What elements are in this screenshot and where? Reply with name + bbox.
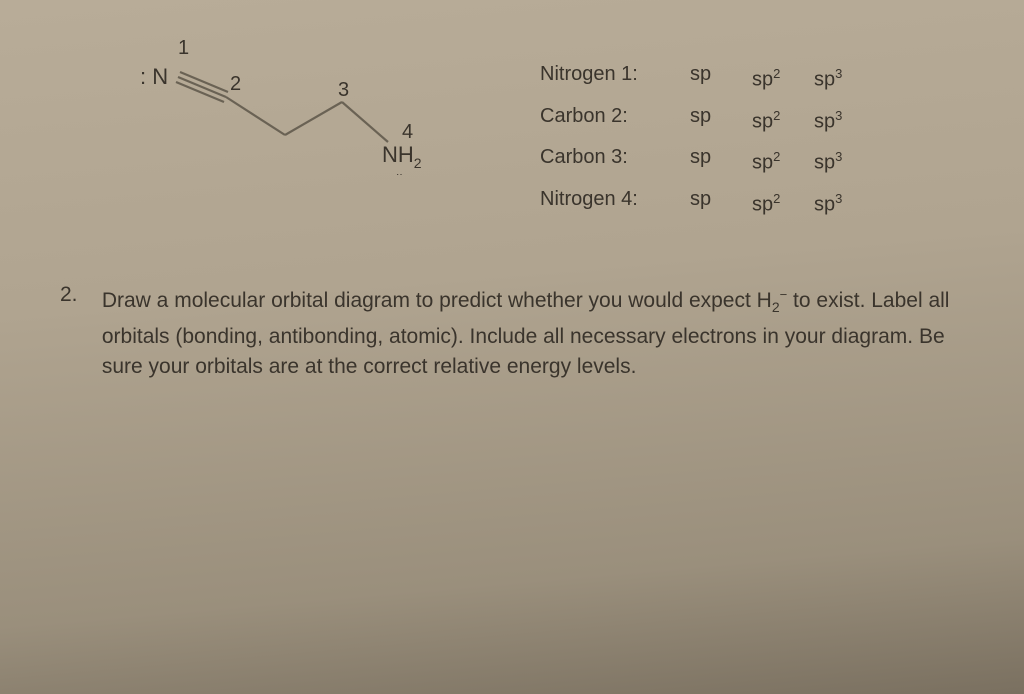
option-sp[interactable]: sp bbox=[690, 183, 752, 221]
triple-bond bbox=[176, 72, 228, 102]
question-number: 2. bbox=[60, 280, 96, 310]
question-2: 2. Draw a molecular orbital diagram to p… bbox=[60, 280, 960, 382]
single-bonds bbox=[226, 97, 388, 142]
atom-number-1: 1 bbox=[178, 37, 189, 59]
option-sp3[interactable]: sp3 bbox=[814, 58, 876, 96]
q2-sub: 2 bbox=[772, 299, 780, 315]
option-sp2[interactable]: sp2 bbox=[752, 141, 814, 179]
worksheet-page: 1 : N 2 3 4 NH2 ‥ bbox=[0, 0, 1024, 694]
atom-number-2: 2 bbox=[230, 73, 241, 95]
atom-number-3: 3 bbox=[338, 79, 349, 101]
atom-number-4: 4 bbox=[402, 121, 413, 143]
option-row-c3: Carbon 3: sp sp2 sp3 bbox=[540, 141, 876, 179]
hybridization-options: Nitrogen 1: sp sp2 sp3 Carbon 2: sp sp2 … bbox=[540, 58, 876, 225]
option-sp3[interactable]: sp3 bbox=[814, 141, 876, 179]
option-sp[interactable]: sp bbox=[690, 141, 752, 179]
option-sp2[interactable]: sp2 bbox=[752, 100, 814, 138]
option-row-n4: Nitrogen 4: sp sp2 sp3 bbox=[540, 183, 876, 221]
option-label: Nitrogen 4: bbox=[540, 183, 690, 221]
option-label: Carbon 2: bbox=[540, 100, 690, 138]
option-row-c2: Carbon 2: sp sp2 sp3 bbox=[540, 100, 876, 138]
option-sp3[interactable]: sp3 bbox=[814, 183, 876, 221]
option-sp2[interactable]: sp2 bbox=[752, 58, 814, 96]
q2-text-part1: Draw a molecular orbital diagram to pred… bbox=[102, 289, 772, 312]
molecule-diagram: 1 : N 2 3 4 NH2 ‥ bbox=[130, 40, 450, 200]
question-text: Draw a molecular orbital diagram to pred… bbox=[102, 280, 952, 382]
option-row-n1: Nitrogen 1: sp sp2 sp3 bbox=[540, 58, 876, 96]
option-sp2[interactable]: sp2 bbox=[752, 183, 814, 221]
option-label: Carbon 3: bbox=[540, 141, 690, 179]
option-label: Nitrogen 1: bbox=[540, 58, 690, 96]
atom-label-n1: : N bbox=[140, 64, 168, 89]
option-sp[interactable]: sp bbox=[690, 58, 752, 96]
option-sp3[interactable]: sp3 bbox=[814, 100, 876, 138]
molecule-svg: 1 : N 2 3 4 NH2 ‥ bbox=[130, 40, 450, 210]
option-sp[interactable]: sp bbox=[690, 100, 752, 138]
lone-pair-dots: ‥ bbox=[396, 167, 403, 178]
